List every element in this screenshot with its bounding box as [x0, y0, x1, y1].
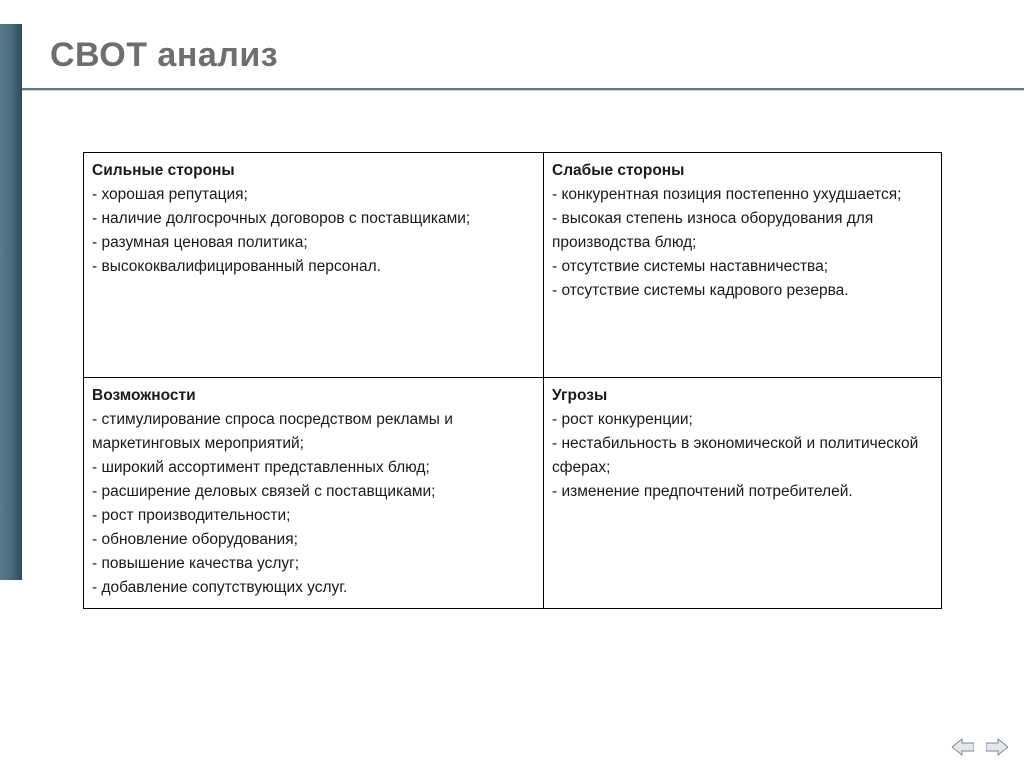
arrow-left-icon — [952, 738, 974, 756]
swot-item: - обновление оборудования; — [92, 528, 535, 552]
swot-item: - наличие долгосрочных договоров с поста… — [92, 207, 535, 231]
swot-item: - нестабильность в экономической и полит… — [552, 432, 933, 480]
swot-header-strengths: Сильные стороны — [92, 162, 235, 179]
swot-item: - конкурентная позиция постепенно ухудша… — [552, 183, 933, 207]
swot-item: - изменение предпочтений потребителей. — [552, 480, 933, 504]
title-underline-shadow — [22, 90, 1024, 91]
swot-item: - расширение деловых связей с поставщика… — [92, 480, 535, 504]
swot-cell-opportunities: Возможности - стимулирование спроса поср… — [84, 378, 544, 609]
swot-item: - высокая степень износа оборудования дл… — [552, 207, 933, 255]
swot-table: Сильные стороны - хорошая репутация; - н… — [83, 152, 942, 609]
slide-title: СВОТ анализ — [50, 36, 278, 75]
swot-cell-strengths: Сильные стороны - хорошая репутация; - н… — [84, 153, 544, 378]
prev-slide-button[interactable] — [950, 737, 976, 757]
swot-item: - стимулирование спроса посредством рекл… — [92, 408, 535, 456]
swot-cell-threats: Угрозы - рост конкуренции; - нестабильно… — [544, 378, 942, 609]
swot-item: - добавление сопутствующих услуг. — [92, 576, 535, 600]
swot-item: - рост производительности; — [92, 504, 535, 528]
next-slide-button[interactable] — [984, 737, 1010, 757]
swot-cell-weaknesses: Слабые стороны - конкурентная позиция по… — [544, 153, 942, 378]
arrow-right-icon — [986, 738, 1008, 756]
sidebar-accent — [0, 24, 22, 580]
swot-item: - хорошая репутация; — [92, 183, 535, 207]
swot-header-threats: Угрозы — [552, 387, 607, 404]
swot-item: - рост конкуренции; — [552, 408, 933, 432]
swot-header-opportunities: Возможности — [92, 387, 196, 404]
swot-item: - отсутствие системы кадрового резерва. — [552, 279, 933, 303]
swot-item: - повышение качества услуг; — [92, 552, 535, 576]
nav-controls — [950, 737, 1010, 757]
swot-item: - отсутствие системы наставничества; — [552, 255, 933, 279]
swot-header-weaknesses: Слабые стороны — [552, 162, 684, 179]
swot-item: - широкий ассортимент представленных блю… — [92, 456, 535, 480]
swot-item: - разумная ценовая политика; — [92, 231, 535, 255]
swot-item: - высококвалифицированный персонал. — [92, 255, 535, 279]
